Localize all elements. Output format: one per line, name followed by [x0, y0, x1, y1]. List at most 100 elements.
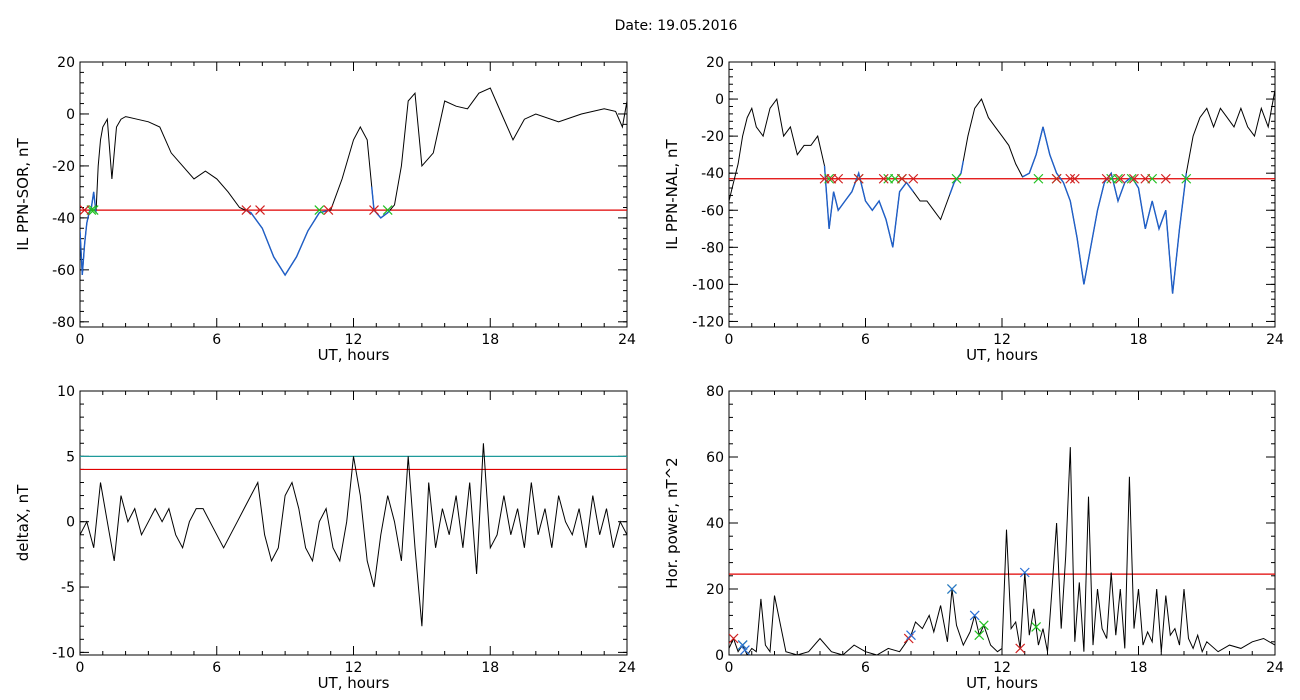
y-tick-label: -80 [52, 315, 75, 331]
x-tick-label: 0 [725, 660, 734, 676]
plot-area [729, 447, 1275, 655]
y-tick-label: 0 [715, 92, 724, 108]
y-tick-label: 20 [706, 582, 724, 598]
event-end-marker [1051, 173, 1062, 184]
x-tick-label: 18 [481, 332, 499, 348]
data-series-line [80, 87, 627, 276]
x-tick-label: 18 [1130, 660, 1148, 676]
y-tick-label: -40 [701, 166, 724, 182]
x-tick-label: 24 [618, 660, 636, 676]
x-axis-label: UT, hours [966, 674, 1038, 692]
x-tick-label: 12 [993, 332, 1011, 348]
event-end-marker [1129, 173, 1139, 184]
event-end-marker [323, 205, 334, 216]
event-start-marker [1126, 173, 1137, 184]
y-tick-label: -60 [701, 203, 724, 219]
y-tick-label: -80 [701, 240, 724, 256]
y-axis-label: IL PPN-NAL, nT [663, 139, 681, 250]
x-tick-label: 0 [76, 660, 85, 676]
event-start-marker [1181, 173, 1192, 184]
highlight-segment [80, 191, 97, 276]
event-start-marker [978, 620, 989, 631]
chart-panel-1: 0 6 12 18 24 -80 -60 -40 -20 0 20 UT, hours IL PPN-S… [14, 55, 636, 364]
chart-title: Date: 19.05.2016 [614, 18, 738, 34]
x-tick-label: 24 [1266, 660, 1284, 676]
x-tick-label: 18 [481, 660, 499, 676]
chart-panel-4: 0 6 12 18 24 0 20 40 60 80 UT, hours Hor. power, nT… [663, 384, 1284, 692]
event-end-marker [1101, 173, 1112, 184]
y-tick-label: -60 [52, 263, 75, 279]
y-tick-label: -40 [52, 211, 75, 227]
highlight-segment [1022, 126, 1187, 294]
x-tick-label: 0 [76, 332, 85, 348]
event-peak-marker [737, 640, 748, 651]
plot-area [80, 443, 627, 627]
data-series-line [80, 443, 627, 627]
plot-area [729, 89, 1275, 294]
y-tick-label: 40 [706, 516, 724, 532]
event-end-marker [1160, 173, 1171, 184]
event-end-marker [369, 205, 379, 216]
y-tick-label: -10 [52, 645, 75, 661]
y-tick-label: 60 [706, 450, 724, 466]
x-tick-label: 18 [1130, 332, 1148, 348]
event-end-marker [833, 173, 844, 184]
event-start-marker [1031, 622, 1042, 632]
event-end-marker [1140, 173, 1151, 184]
x-tick-label: 6 [861, 332, 870, 348]
y-tick-label: 0 [66, 515, 75, 531]
y-axis-label: IL PPN-SOR, nT [14, 138, 32, 251]
event-end-marker [241, 205, 252, 216]
highlight-segment [949, 160, 964, 196]
y-tick-label: -20 [701, 129, 724, 145]
x-tick-label: 6 [861, 660, 870, 676]
event-end-marker [1015, 643, 1026, 654]
y-tick-label: 20 [57, 55, 75, 71]
event-end-marker [908, 173, 919, 184]
y-tick-label: -100 [692, 277, 724, 293]
highlight-segment [246, 209, 329, 277]
y-tick-label: -5 [61, 580, 75, 596]
event-end-marker [896, 173, 907, 184]
x-tick-label: 12 [345, 332, 363, 348]
y-tick-label: 10 [57, 384, 75, 400]
y-tick-label: 5 [66, 449, 75, 465]
event-end-marker [853, 173, 864, 184]
x-tick-label: 12 [993, 660, 1011, 676]
event-start-marker [314, 205, 325, 216]
x-axis-label: UT, hours [966, 346, 1038, 364]
x-tick-label: 24 [1266, 332, 1284, 348]
y-axis-label: Hor. power, nT^2 [663, 457, 681, 588]
plot-frame [728, 390, 1276, 656]
event-start-marker [824, 173, 835, 184]
event-start-marker [382, 205, 393, 216]
event-end-marker [878, 173, 889, 184]
event-end-marker [1065, 173, 1076, 184]
y-tick-label: 0 [66, 107, 75, 123]
event-end-marker [729, 633, 739, 644]
chart-panel-2: 0 6 12 18 24 -120 -100 -80 -60 -40 -20 0 20 UT, hours… [663, 55, 1284, 364]
y-tick-label: 80 [706, 384, 724, 400]
y-axis-label: deltaX, nT [14, 484, 32, 561]
chart-panel-3: 0 6 12 18 24 -10 -5 0 5 10 UT, hours deltaX, nT [14, 384, 636, 692]
plot-frame [728, 61, 1276, 328]
highlight-segment [371, 186, 391, 219]
plot-frame [79, 61, 628, 328]
x-tick-label: 24 [618, 332, 636, 348]
event-start-marker [1033, 173, 1044, 184]
x-axis-label: UT, hours [318, 346, 390, 364]
x-axis-label: UT, hours [318, 674, 390, 692]
x-tick-label: 12 [345, 660, 363, 676]
plot-frame [79, 390, 628, 656]
event-start-marker [951, 173, 962, 184]
x-tick-label: 0 [725, 332, 734, 348]
event-peak-marker [740, 645, 750, 655]
y-tick-label: 0 [715, 648, 724, 664]
event-peak-marker [1019, 567, 1030, 578]
event-start-marker [974, 630, 985, 641]
x-tick-label: 6 [212, 332, 221, 348]
data-series-line [729, 447, 1275, 655]
event-peak-marker [947, 584, 957, 594]
plot-area [80, 87, 627, 277]
